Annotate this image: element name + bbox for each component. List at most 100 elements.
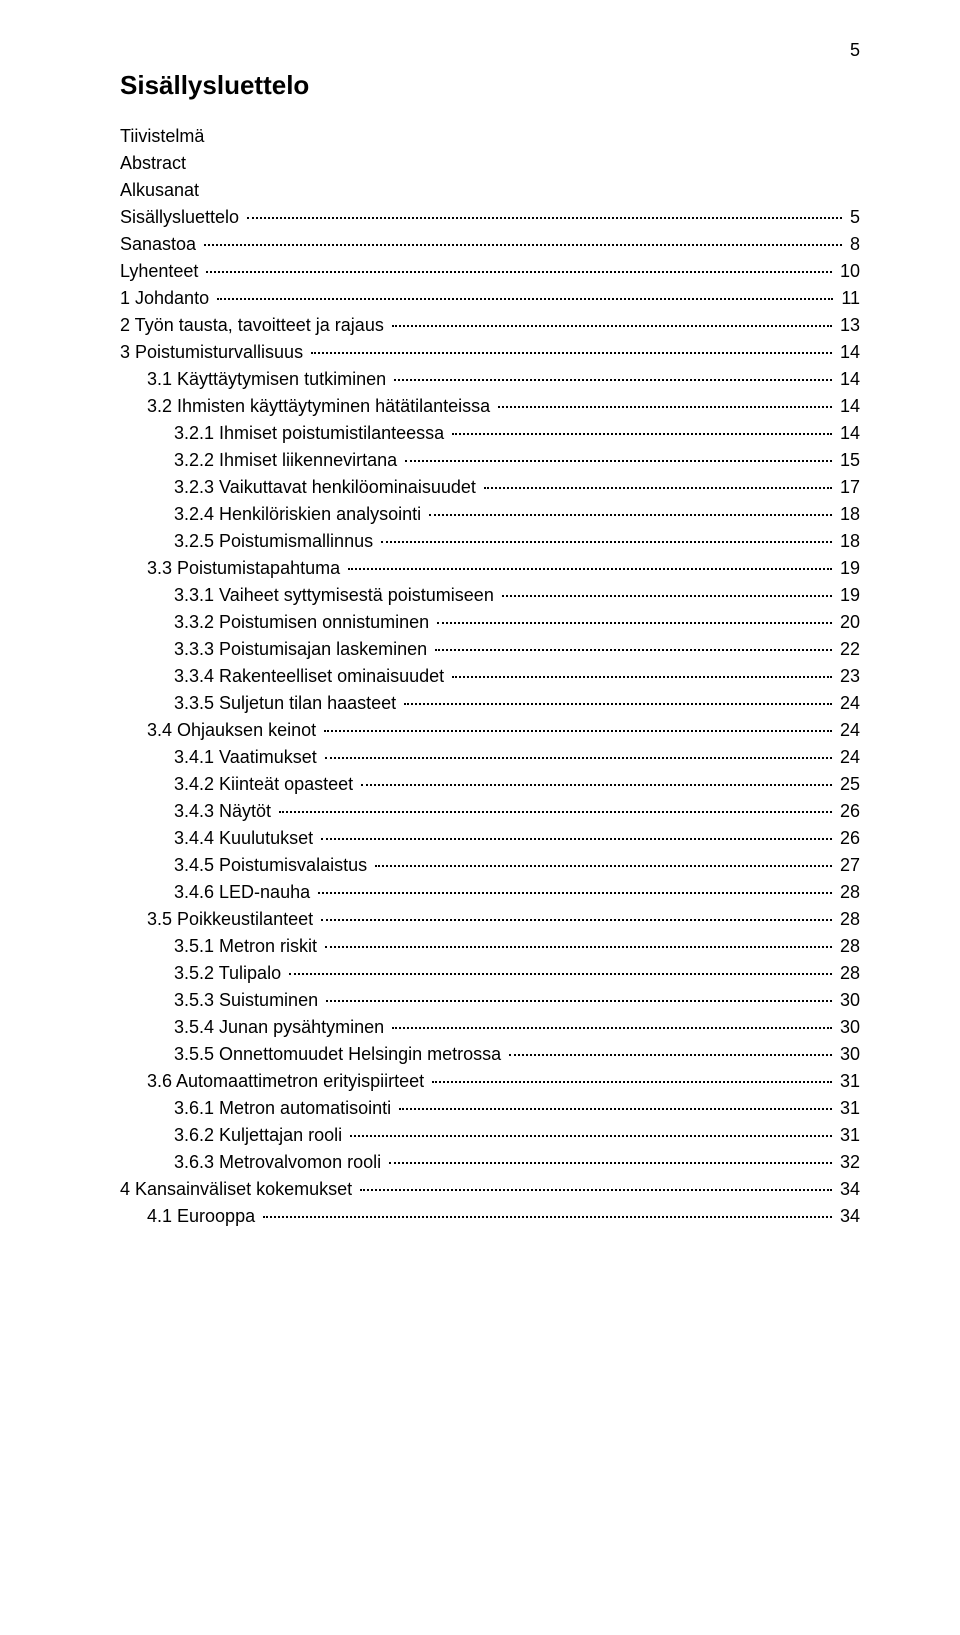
- toc-entry-label: 3.6.1 Metron automatisointi: [174, 1095, 391, 1122]
- toc-entry-label: 3.6.3 Metrovalvomon rooli: [174, 1149, 381, 1176]
- toc-entry-label: 3.3 Poistumistapahtuma: [147, 555, 340, 582]
- toc-entry: 3.2 Ihmisten käyttäytyminen hätätilantei…: [120, 393, 860, 420]
- toc-entry: Sisällysluettelo5: [120, 204, 860, 231]
- toc-entry-page: 34: [840, 1176, 860, 1203]
- toc-entry-page: 25: [840, 771, 860, 798]
- toc-entry: 3.4 Ohjauksen keinot 24: [120, 717, 860, 744]
- toc-leader-dots: [437, 622, 832, 624]
- toc-entry-page: 30: [840, 987, 860, 1014]
- toc-entry: 3.3.3 Poistumisajan laskeminen22: [120, 636, 860, 663]
- toc-entry: 3.3 Poistumistapahtuma19: [120, 555, 860, 582]
- toc-entry-label: Lyhenteet: [120, 258, 198, 285]
- toc-leader-dots: [405, 460, 832, 462]
- toc-entry: 3.2.5 Poistumismallinnus18: [120, 528, 860, 555]
- toc-entry: 3.3.4 Rakenteelliset ominaisuudet 23: [120, 663, 860, 690]
- toc-entry: 3.1 Käyttäytymisen tutkiminen14: [120, 366, 860, 393]
- toc-entry: 3.3.2 Poistumisen onnistuminen 20: [120, 609, 860, 636]
- toc-entry-label: 3.4.5 Poistumisvalaistus: [174, 852, 367, 879]
- toc-leader-dots: [325, 757, 832, 759]
- toc-leader-dots: [206, 271, 832, 273]
- toc-entry: 3.6.2 Kuljettajan rooli 31: [120, 1122, 860, 1149]
- toc-entry-label: 3.5 Poikkeustilanteet: [147, 906, 313, 933]
- toc-entry-label: 3.3.1 Vaiheet syttymisestä poistumiseen: [174, 582, 494, 609]
- toc-entry-page: 15: [840, 447, 860, 474]
- toc-entry-page: 28: [840, 879, 860, 906]
- toc-entry-page: 26: [840, 825, 860, 852]
- toc-leader-dots: [404, 703, 832, 705]
- toc-entry: 3.5 Poikkeustilanteet 28: [120, 906, 860, 933]
- toc-entry-page: 31: [840, 1068, 860, 1095]
- toc-leader-dots: [325, 946, 832, 948]
- toc-entry: 3.4.2 Kiinteät opasteet 25: [120, 771, 860, 798]
- toc-entry-page: 14: [840, 393, 860, 420]
- toc-entry: Lyhenteet10: [120, 258, 860, 285]
- toc-entry: 1 Johdanto11: [120, 285, 860, 312]
- toc-entry-page: 11: [841, 285, 860, 312]
- toc-entry-page: 5: [850, 204, 860, 231]
- toc-entry-page: 26: [840, 798, 860, 825]
- page-number: 5: [850, 40, 860, 61]
- toc-leader-dots: [432, 1081, 832, 1083]
- toc-title: Sisällysluettelo: [120, 70, 860, 101]
- toc-entry-label: 3.2.3 Vaikuttavat henkilöominaisuudet: [174, 474, 476, 501]
- toc-entry-page: 31: [840, 1122, 860, 1149]
- toc-entry-label: 3.2.1 Ihmiset poistumistilanteessa: [174, 420, 444, 447]
- toc-entry-label: 3.5.3 Suistuminen: [174, 987, 318, 1014]
- front-matter-block: TiivistelmäAbstractAlkusanat: [120, 123, 860, 204]
- toc-entry: 3.2.2 Ihmiset liikennevirtana 15: [120, 447, 860, 474]
- toc-entry-label: 3.2.2 Ihmiset liikennevirtana: [174, 447, 397, 474]
- toc-entry-label: 3.4.2 Kiinteät opasteet: [174, 771, 353, 798]
- toc-entry-label: 3.3.4 Rakenteelliset ominaisuudet: [174, 663, 444, 690]
- toc-entry-label: 3.3.2 Poistumisen onnistuminen: [174, 609, 429, 636]
- toc-entry-page: 14: [840, 366, 860, 393]
- toc-leader-dots: [435, 649, 832, 651]
- toc-entry-page: 28: [840, 933, 860, 960]
- toc-leader-dots: [452, 433, 832, 435]
- toc-leader-dots: [399, 1108, 832, 1110]
- toc-entry-page: 31: [840, 1095, 860, 1122]
- toc-entry-page: 23: [840, 663, 860, 690]
- toc-entry-page: 27: [840, 852, 860, 879]
- toc-entry: 3.6.1 Metron automatisointi 31: [120, 1095, 860, 1122]
- front-matter-line: Alkusanat: [120, 177, 860, 204]
- toc-entry-label: 3.4.3 Näytöt: [174, 798, 271, 825]
- toc-entry-page: 28: [840, 960, 860, 987]
- toc-entry: 3.4.5 Poistumisvalaistus 27: [120, 852, 860, 879]
- toc-entry-page: 32: [840, 1149, 860, 1176]
- toc-entry-page: 28: [840, 906, 860, 933]
- toc-leader-dots: [394, 379, 832, 381]
- toc-entry-page: 20: [840, 609, 860, 636]
- toc-entry: 2 Työn tausta, tavoitteet ja rajaus13: [120, 312, 860, 339]
- toc-entry: 3.5.5 Onnettomuudet Helsingin metrossa30: [120, 1041, 860, 1068]
- toc-entry: 3.2.4 Henkilöriskien analysointi18: [120, 501, 860, 528]
- toc-entry-page: 19: [840, 582, 860, 609]
- toc-entry: 3.2.1 Ihmiset poistumistilanteessa14: [120, 420, 860, 447]
- toc-entry-label: 3.4.1 Vaatimukset: [174, 744, 317, 771]
- toc-leader-dots: [217, 298, 833, 300]
- toc-entry-page: 24: [840, 717, 860, 744]
- toc-leader-dots: [247, 217, 842, 219]
- toc-entry: 3.3.1 Vaiheet syttymisestä poistumiseen 1…: [120, 582, 860, 609]
- toc-leader-dots: [263, 1216, 832, 1218]
- toc-entry: 3.6.3 Metrovalvomon rooli 32: [120, 1149, 860, 1176]
- toc-entry: 3 Poistumisturvallisuus14: [120, 339, 860, 366]
- toc-entry: 3.5.2 Tulipalo28: [120, 960, 860, 987]
- toc-entry-label: 3.4 Ohjauksen keinot: [147, 717, 316, 744]
- toc-entry-label: 3.3.5 Suljetun tilan haasteet: [174, 690, 396, 717]
- toc-entry-label: 4 Kansainväliset kokemukset: [120, 1176, 352, 1203]
- toc-entry-page: 18: [840, 528, 860, 555]
- toc-entry: 3.6 Automaattimetron erityispiirteet31: [120, 1068, 860, 1095]
- toc-entry-page: 18: [840, 501, 860, 528]
- toc-entry: 3.5.3 Suistuminen 30: [120, 987, 860, 1014]
- toc-leader-dots: [311, 352, 832, 354]
- toc-entry-label: 3.3.3 Poistumisajan laskeminen: [174, 636, 427, 663]
- toc-body: Sisällysluettelo5Sanastoa8Lyhenteet101 J…: [120, 204, 860, 1230]
- toc-entry: 3.4.6 LED-nauha28: [120, 879, 860, 906]
- toc-leader-dots: [375, 865, 832, 867]
- toc-entry-label: 3.6.2 Kuljettajan rooli: [174, 1122, 342, 1149]
- toc-leader-dots: [498, 406, 832, 408]
- toc-leader-dots: [392, 1027, 832, 1029]
- front-matter-line: Tiivistelmä: [120, 123, 860, 150]
- toc-leader-dots: [502, 595, 832, 597]
- toc-entry-page: 13: [840, 312, 860, 339]
